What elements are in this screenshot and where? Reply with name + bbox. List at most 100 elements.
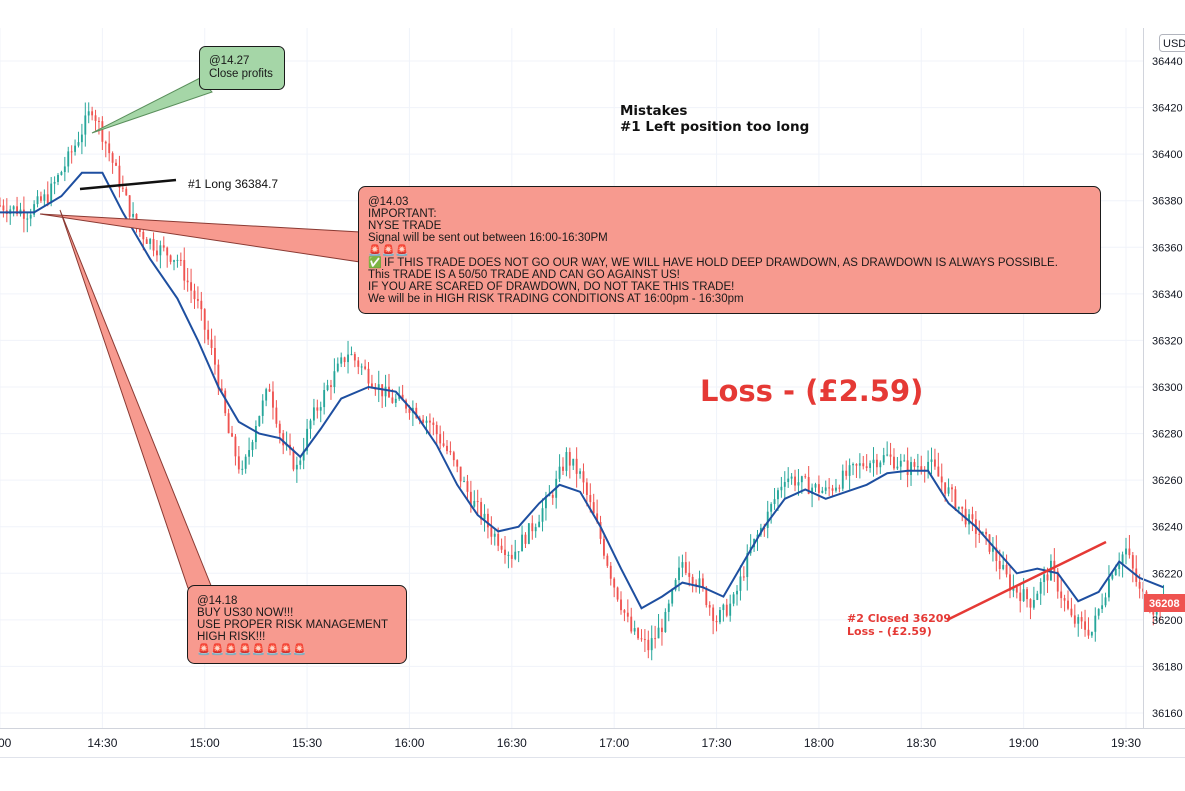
loss-headline[interactable]: Loss - (£2.59)	[700, 374, 923, 408]
candle-body	[824, 487, 827, 491]
candle-body	[272, 391, 274, 408]
candle-body	[237, 456, 240, 470]
candle-body	[678, 567, 680, 581]
candle-body	[725, 604, 728, 616]
candle-body	[933, 459, 936, 467]
candle-body	[821, 490, 824, 493]
candle-body	[323, 390, 326, 408]
currency-label: USD	[1163, 38, 1185, 50]
candle-body	[732, 594, 735, 604]
candle-body	[681, 562, 684, 568]
candle-body	[234, 436, 237, 457]
candle-body	[350, 354, 353, 356]
candle-body	[142, 231, 145, 240]
important-callout[interactable]: @14.03 IMPORTANT: NYSE TRADE Signal will…	[39, 186, 1101, 314]
candle-body	[667, 603, 670, 612]
close-profits-time: @14.27	[209, 55, 249, 67]
moving-average-layer	[0, 171, 1164, 610]
candle-body	[80, 134, 83, 143]
candle-body	[241, 468, 244, 470]
candle-body	[1111, 575, 1114, 579]
candle-body	[773, 499, 776, 505]
candle-body	[452, 452, 455, 461]
candle-body	[428, 420, 431, 423]
candle-body	[916, 466, 919, 468]
candle-body	[995, 547, 998, 561]
candle-body	[688, 572, 691, 577]
candle-body	[326, 385, 329, 391]
candle-body	[954, 489, 957, 509]
candle-body	[384, 386, 387, 397]
candle-body	[196, 299, 199, 301]
candle-body	[121, 187, 124, 189]
candle-body	[101, 121, 104, 142]
closed-position-line	[946, 540, 1107, 622]
candle-body	[312, 407, 315, 421]
candle-body	[166, 247, 169, 256]
candle-body	[814, 484, 817, 488]
price-tick-label: 36240	[1152, 522, 1183, 534]
candle-body	[29, 214, 32, 219]
candle-body	[657, 627, 660, 639]
candle-body	[500, 545, 503, 550]
closed-position-marker[interactable]: #2 Closed 36209 Loss - (£2.59)	[847, 540, 1107, 638]
important-trade-type: NYSE TRADE	[368, 220, 442, 232]
candle-body	[957, 506, 960, 509]
candle-body	[858, 463, 861, 466]
mistakes-note[interactable]: Mistakes #1 Left position too long	[620, 103, 809, 135]
candle-body	[330, 385, 332, 388]
siren-emoji-row: 🚨🚨🚨	[368, 244, 409, 257]
candle-body	[193, 290, 196, 300]
close-profits-callout[interactable]: @14.27 Close profits	[91, 46, 285, 134]
candle-body	[1002, 564, 1005, 570]
candle-body	[869, 463, 872, 469]
candle-body	[343, 357, 346, 363]
candle-body	[357, 360, 360, 367]
candle-body	[910, 462, 912, 475]
candle-body	[903, 460, 906, 462]
time-axis[interactable]: 00 14:30 15:00 15:30 16:00 16:30 17:00 17:30 18:…	[0, 736, 1141, 750]
candle-body	[87, 111, 90, 116]
price-tick-label: 36360	[1152, 242, 1183, 254]
candle-body	[173, 260, 175, 262]
current-price-tag: 36208	[1144, 594, 1185, 612]
candle-body	[893, 456, 895, 469]
candle-body	[835, 487, 837, 491]
candle-body	[616, 587, 619, 600]
candle-body	[1128, 548, 1131, 556]
currency-badge[interactable]: USD	[1159, 34, 1185, 52]
candle-body	[626, 612, 629, 617]
candle-body	[944, 482, 947, 494]
price-tick-label: 36180	[1152, 661, 1183, 673]
candle-body	[33, 204, 36, 215]
candle-body	[562, 466, 564, 471]
candle-body	[514, 551, 517, 559]
candle-body	[149, 239, 152, 244]
candle-body	[705, 587, 708, 606]
candle-body	[125, 188, 128, 196]
candle-body	[466, 481, 469, 492]
price-tick-label: 36420	[1152, 103, 1183, 115]
buy-signal-text: BUY US30 NOW!!!	[197, 607, 293, 619]
candle-body	[115, 162, 117, 166]
price-axis[interactable]: 36440 36420 36400 36380 36360 36340 36320 36300…	[1152, 56, 1183, 720]
candle-body	[1087, 629, 1090, 636]
time-tick-label: 18:00	[804, 736, 834, 750]
long-entry-marker[interactable]: #1 Long 36384.7	[79, 177, 278, 191]
candle-body	[251, 442, 254, 451]
candle-body	[0, 205, 1, 207]
candle-body	[316, 407, 319, 411]
long-entry-label: #1 Long 36384.7	[188, 177, 278, 191]
candle-body	[104, 141, 107, 144]
candle-body	[207, 329, 210, 340]
buy-signal-callout[interactable]: @14.18 BUY US30 NOW!!! USE PROPER RISK M…	[59, 209, 407, 664]
close-profits-pointer	[91, 77, 213, 134]
close-profits-text: Close profits	[209, 68, 273, 80]
candle-body	[998, 560, 1001, 570]
candle-body	[370, 383, 373, 388]
candle-body	[1152, 611, 1155, 615]
candle-body	[565, 452, 568, 471]
candle-body	[50, 183, 53, 203]
important-warning-4: We will be in HIGH RISK TRADING CONDITIO…	[368, 293, 744, 305]
